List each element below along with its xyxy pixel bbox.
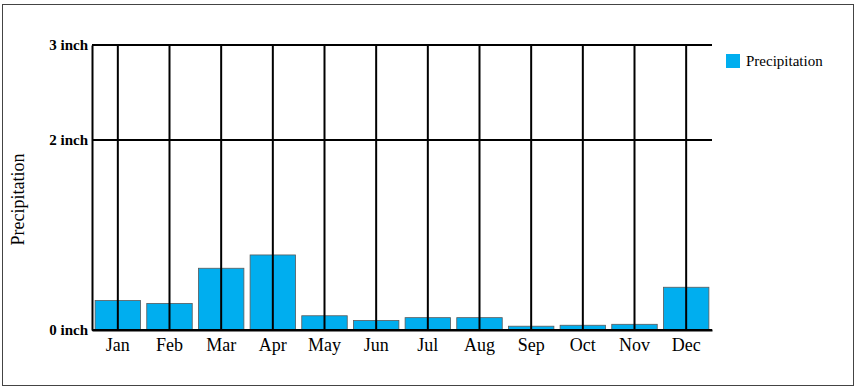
tick-label: 0 inch	[49, 322, 88, 338]
tick: Sep	[518, 330, 545, 355]
legend-label: Precipitation	[746, 53, 823, 69]
grid-line	[324, 45, 326, 330]
tick-label: May	[308, 335, 341, 355]
tick-label: Jul	[417, 335, 438, 355]
tick-label: Jan	[106, 335, 130, 355]
chart: 0 inch 2 inch 3 inch Jan Feb Mar Apr May Jun Jul A…	[0, 0, 856, 389]
tick: Dec	[672, 330, 701, 355]
tick-label: Oct	[570, 335, 596, 355]
tick: May	[308, 330, 341, 355]
grid-line	[92, 44, 712, 46]
tick: Mar	[206, 330, 236, 355]
tick-label: 3 inch	[49, 37, 88, 53]
tick-label: Apr	[259, 335, 287, 355]
tick-label: Aug	[464, 335, 495, 355]
tick: Jul	[417, 330, 438, 355]
tick: 3 inch	[49, 37, 92, 53]
grid-line	[530, 45, 532, 330]
tick: Feb	[156, 330, 183, 355]
axis-line	[92, 46, 94, 331]
y-axis: 0 inch 2 inch 3 inch	[49, 37, 92, 338]
grid-line	[169, 45, 171, 330]
grid-line	[427, 45, 429, 330]
legend-swatch	[726, 54, 740, 68]
axis-line	[93, 330, 713, 332]
bars	[95, 255, 709, 330]
tick: Jun	[364, 330, 389, 355]
grid-line	[685, 45, 687, 330]
axis-title: Precipitation	[8, 154, 28, 246]
tick: Aug	[464, 330, 495, 355]
grid-line	[92, 329, 712, 331]
grid-line	[92, 139, 712, 141]
grid-line	[479, 45, 481, 330]
grid-line	[272, 45, 274, 330]
legend-item: Precipitation	[726, 53, 823, 69]
grid-line	[220, 45, 222, 330]
grid	[92, 45, 712, 330]
grid-line	[582, 45, 584, 330]
grid-line	[117, 45, 119, 330]
frame	[3, 5, 854, 386]
tick-label: Feb	[156, 335, 183, 355]
legend: Precipitation	[726, 53, 823, 69]
plot: 0 inch 2 inch 3 inch Jan Feb Mar Apr May Jun Jul A…	[49, 37, 712, 354]
grid-line	[375, 45, 377, 330]
tick: 2 inch	[49, 132, 92, 148]
tick: Apr	[259, 330, 287, 355]
tick: Nov	[619, 330, 650, 355]
tick-label: Mar	[206, 335, 236, 355]
tick: 0 inch	[49, 322, 92, 338]
tick-label: Jun	[364, 335, 389, 355]
tick-label: 2 inch	[49, 132, 88, 148]
x-axis: Jan Feb Mar Apr May Jun Jul Aug Sep Oct Nov Dec	[93, 330, 713, 355]
tick-label: Sep	[518, 335, 545, 355]
tick: Jan	[106, 330, 130, 355]
tick: Oct	[570, 330, 596, 355]
tick-label: Dec	[672, 335, 701, 355]
tick-label: Nov	[619, 335, 650, 355]
grid-line	[634, 45, 636, 330]
